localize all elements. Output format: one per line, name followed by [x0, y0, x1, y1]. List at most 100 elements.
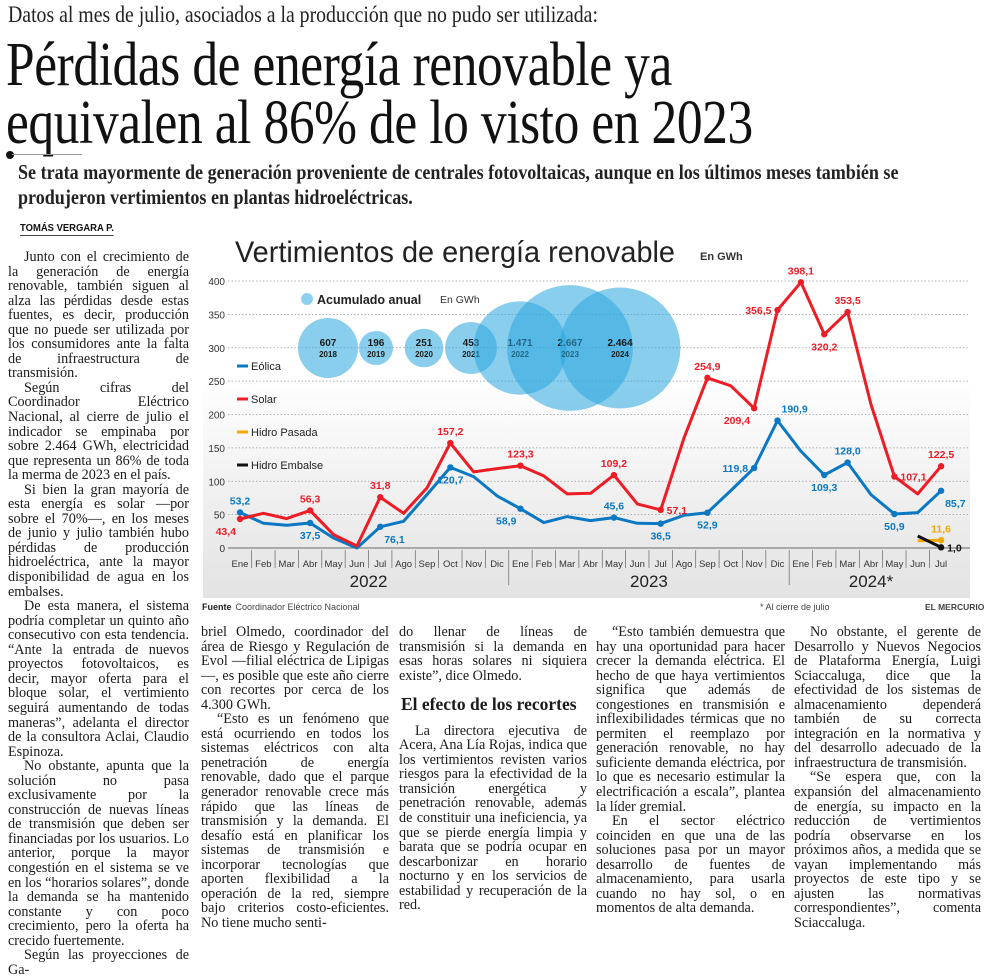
data-label: 53,2: [230, 495, 251, 507]
data-label: 43,4: [216, 526, 237, 538]
data-point: [704, 375, 710, 381]
headline-line-1: Pérdidas de energía renovable ya: [6, 34, 672, 96]
x-tick-label: May: [885, 559, 903, 570]
x-tick-label: Mar: [279, 559, 295, 570]
data-label: 57,1: [667, 505, 688, 517]
data-point: [657, 520, 663, 526]
data-point: [774, 417, 780, 423]
data-point: [938, 488, 944, 494]
data-label: 45,6: [604, 501, 625, 513]
bubble-value: 607: [320, 338, 337, 349]
data-label: 398,1: [788, 265, 814, 277]
paragraph: briel Olmedo, coordinador del área de Ri…: [201, 625, 389, 712]
curtailment-chart: Vertimientos de energía renovable En GWh…: [200, 230, 985, 605]
source-line: Fuente Coordinador Eléctrico Nacional: [202, 602, 360, 612]
deck: Se trata mayormente de generación proven…: [18, 160, 947, 210]
data-point: [751, 465, 757, 471]
data-label: 122,5: [928, 449, 954, 461]
data-label: 190,9: [782, 404, 808, 416]
data-point: [704, 509, 710, 515]
x-tick-label: Abr: [864, 559, 879, 570]
paragraph: “Esto también demuestra que hay una opor…: [596, 625, 785, 814]
x-tick-label: Oct: [723, 559, 738, 570]
data-label: 353,5: [834, 295, 860, 307]
data-point: [798, 279, 804, 285]
y-tick-label: 50: [214, 511, 226, 522]
headline-line-2: equivalen al 86% de lo visto en 2023: [6, 92, 753, 154]
x-tick-label: Ene: [232, 559, 249, 570]
paragraph: Si bien la gran mayoría de esta energía …: [8, 483, 189, 599]
y-tick-label: 0: [219, 544, 225, 555]
x-tick-label: Ago: [395, 559, 412, 570]
data-label: 50,9: [884, 521, 905, 533]
x-tick-label: Mar: [839, 559, 855, 570]
column-3: do llenar de líneas de transmisión si la…: [399, 625, 587, 913]
data-label: 254,9: [694, 361, 720, 373]
paragraph: “Se espera que, con la expansión del alm…: [794, 770, 981, 930]
paragraph: No obstante, apunta que la solución no p…: [8, 759, 189, 948]
data-point: [844, 459, 850, 465]
headline-rule: [12, 154, 82, 155]
y-tick-label: 150: [208, 444, 225, 455]
data-point: [938, 537, 944, 543]
data-point: [657, 507, 663, 513]
x-tick-label: Jul: [655, 559, 667, 570]
data-label: 109,2: [601, 458, 627, 470]
data-label: 11,6: [931, 523, 951, 535]
data-label: 120,7: [437, 474, 463, 486]
y-tick-label: 350: [208, 310, 225, 321]
y-tick-label: 100: [208, 477, 225, 488]
subheading: El efecto de los recortes: [401, 697, 587, 712]
paragraph: Según cifras del Coordinador Eléctrico N…: [8, 381, 189, 483]
data-label: 128,0: [834, 446, 860, 458]
data-point: [891, 511, 897, 517]
x-tick-label: Feb: [536, 559, 552, 570]
chart-unit: En GWh: [700, 251, 743, 263]
x-tick-label: Feb: [816, 559, 832, 570]
data-point: [821, 472, 827, 478]
source-label: Fuente: [202, 602, 232, 612]
data-label: 157,2: [437, 426, 463, 438]
data-point: [938, 544, 944, 550]
bubble-legend-swatch: [301, 293, 313, 305]
data-label: 85,7: [945, 498, 966, 510]
x-tick-label: Ene: [792, 559, 809, 570]
byline: TOMÁS VERGARA P.: [20, 222, 114, 236]
paragraph: En el sector eléctrico coinciden en que …: [596, 814, 785, 916]
headline-dot: [6, 151, 14, 159]
source-text: Coordinador Eléctrico Nacional: [236, 602, 360, 612]
bubble-year: 2018: [319, 350, 337, 359]
data-point: [611, 472, 617, 478]
bubble-year: 2024: [611, 350, 629, 359]
year-label: 2023: [630, 572, 668, 591]
bubble-year: 2019: [367, 350, 385, 359]
data-point: [447, 440, 453, 446]
data-point: [307, 520, 313, 526]
data-label: 209,4: [724, 415, 750, 427]
x-tick-label: Jun: [630, 559, 645, 570]
chart-background: [203, 230, 970, 598]
x-tick-label: Feb: [255, 559, 271, 570]
chart-title: Vertimientos de energía renovable: [235, 236, 675, 269]
legend-label: Hidro Pasada: [251, 427, 319, 439]
legend-label: Eólica: [251, 361, 282, 373]
data-label: 31,8: [370, 480, 391, 492]
data-label: 52,9: [697, 520, 718, 532]
x-tick-label: Dic: [490, 559, 504, 570]
data-point: [517, 462, 523, 468]
paragraph: No obstante, el gerente de Desarrollo y …: [794, 625, 981, 770]
paragraph: Junto con el crecimiento de la generació…: [8, 250, 189, 381]
x-tick-label: Abr: [303, 559, 318, 570]
bubble-legend-title: Acumulado anual: [317, 293, 421, 307]
paragraph: do llenar de líneas de transmisión si la…: [399, 625, 587, 683]
paragraph: De esta manera, el sistema podría comple…: [8, 599, 189, 759]
x-tick-label: Nov: [465, 559, 482, 570]
publisher-credit: EL MERCURIO: [925, 602, 984, 612]
data-point: [517, 505, 523, 511]
x-tick-label: Abr: [583, 559, 598, 570]
bubble-year: 2020: [415, 350, 433, 359]
data-label: 1,0: [947, 542, 962, 554]
y-tick-label: 200: [208, 411, 225, 422]
legend-label: Hidro Embalse: [251, 460, 323, 472]
data-label: 123,3: [507, 449, 533, 461]
